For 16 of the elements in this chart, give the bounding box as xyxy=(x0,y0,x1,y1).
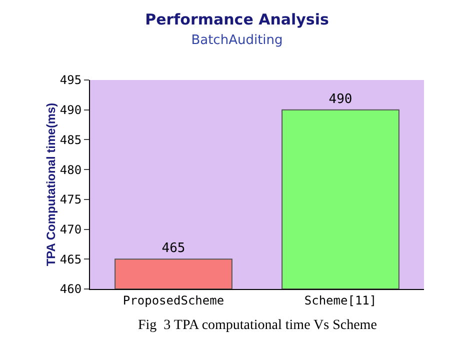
y-tick-label: 490 xyxy=(60,103,82,118)
y-tick-label: 480 xyxy=(60,162,82,177)
x-tick-label: Scheme[11] xyxy=(304,293,377,308)
chart-title: Performance Analysis xyxy=(145,10,329,28)
y-tick-label: 470 xyxy=(60,222,82,236)
y-tick-label: 495 xyxy=(60,73,82,88)
data-label: 465 xyxy=(162,241,186,256)
caption: Fig 3 TPA computational time Vs Scheme xyxy=(138,318,377,333)
y-axis-title: TPA Computational time(ms) xyxy=(44,102,58,266)
y-tick-label: 465 xyxy=(60,252,82,266)
chart-subtitle: BatchAuditing xyxy=(191,32,283,48)
y-tick-label: 475 xyxy=(60,192,82,207)
data-label: 490 xyxy=(328,92,352,107)
y-tick-label: 485 xyxy=(60,132,82,147)
y-tick-label: 460 xyxy=(60,282,82,296)
x-tick-label: ProposedScheme xyxy=(122,293,224,308)
